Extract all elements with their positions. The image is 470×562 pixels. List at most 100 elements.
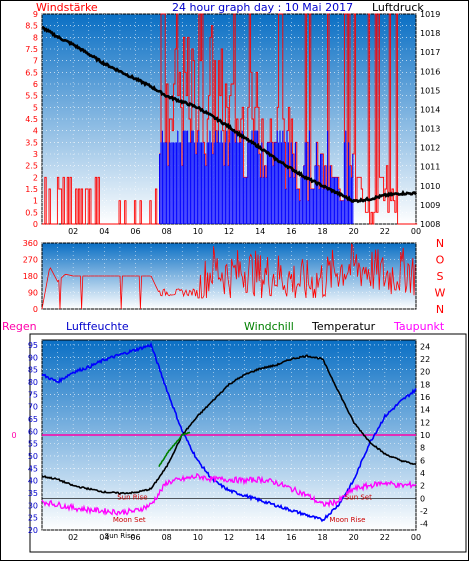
x-tick-label: 20 bbox=[349, 533, 359, 542]
y-right-tick: 1008 bbox=[420, 220, 440, 229]
temp-tick: 2 bbox=[420, 482, 425, 491]
y-right-tick: 1014 bbox=[420, 105, 440, 114]
temperatur-label: Temperatur bbox=[312, 320, 376, 333]
windrichtung-series bbox=[41, 243, 416, 310]
x-tick-label: 12 bbox=[224, 227, 234, 236]
y-left-tick: 8.5 bbox=[25, 22, 38, 31]
x-tick-label: 18 bbox=[317, 533, 327, 542]
luftfeuchte-series bbox=[41, 341, 417, 523]
y-right-tick: 1016 bbox=[420, 67, 440, 76]
humidity-tick: 65 bbox=[28, 415, 38, 424]
wind-dir-tick: 0 bbox=[33, 305, 38, 314]
windstaerke-series bbox=[42, 13, 418, 225]
wind-dir-tick: 180 bbox=[23, 272, 38, 281]
x-tick-label: 16 bbox=[286, 533, 296, 542]
wind-dir-tick: 360 bbox=[23, 239, 38, 248]
x-tick-label: 16 bbox=[286, 227, 296, 236]
y-right-tick: 1018 bbox=[420, 29, 440, 38]
regen-label: Regen bbox=[2, 320, 37, 333]
taupunkt-series bbox=[41, 472, 417, 516]
x-tick-label: 22 bbox=[380, 227, 390, 236]
x-tick-label: 14 bbox=[255, 533, 265, 542]
y-left-tick: 3 bbox=[33, 150, 38, 159]
compass-label: N bbox=[436, 303, 444, 316]
x-tick-label: 20 bbox=[349, 227, 359, 236]
temp-tick: -2 bbox=[420, 507, 428, 516]
sun-moon-annotation: Moon Rise bbox=[329, 516, 365, 524]
y-right-tick: 1011 bbox=[420, 163, 440, 172]
x-tick-label: 10 bbox=[193, 227, 203, 236]
wind-dir-tick: 90 bbox=[28, 289, 38, 298]
y-left-tick: 6.5 bbox=[25, 68, 38, 77]
regen-zero-label: 0 bbox=[11, 431, 16, 440]
temp-tick: 8 bbox=[420, 444, 425, 453]
y-right-tick: 1015 bbox=[420, 86, 440, 95]
compass-label: O bbox=[436, 254, 445, 267]
taupunkt-label: Taupunkt bbox=[394, 320, 445, 333]
x-tick-label: 02 bbox=[68, 533, 78, 542]
y-right-tick: 1017 bbox=[420, 48, 440, 57]
y-left-tick: 5.5 bbox=[25, 92, 38, 101]
x-tick-label: 00 bbox=[411, 533, 421, 542]
y-left-tick: 9 bbox=[33, 10, 38, 19]
windchill-label: Windchill bbox=[244, 320, 294, 333]
x-tick-label: 08 bbox=[162, 227, 172, 236]
y-right-tick: 1019 bbox=[420, 10, 440, 19]
y-left-tick: 6 bbox=[33, 80, 38, 89]
humidity-tick: 60 bbox=[28, 427, 38, 436]
x-tick-label: 22 bbox=[380, 533, 390, 542]
x-tick-label: 04 bbox=[99, 227, 109, 236]
y-right-tick: 1013 bbox=[420, 125, 440, 134]
y-left-tick: 0 bbox=[33, 220, 38, 229]
temperatur-series bbox=[41, 354, 417, 495]
x-tick-label: 04 bbox=[99, 533, 109, 542]
x-tick-label: 08 bbox=[162, 533, 172, 542]
windstaerke-label: Windstärke bbox=[36, 1, 98, 14]
humidity-tick: 40 bbox=[28, 477, 38, 486]
temp-tick: 6 bbox=[420, 456, 425, 465]
y-left-tick: 4.5 bbox=[25, 115, 38, 124]
x-tick-label: 00 bbox=[411, 227, 421, 236]
y-left-tick: 0.5 bbox=[25, 208, 38, 217]
y-left-tick: 3.5 bbox=[25, 138, 38, 147]
temp-tick: 18 bbox=[420, 380, 430, 389]
sun-moon-annotation: Sun Set bbox=[345, 493, 372, 501]
compass-label: W bbox=[435, 287, 446, 300]
compass-label: N bbox=[436, 237, 444, 250]
x-tick-label: 18 bbox=[317, 227, 327, 236]
x-tick-label: 14 bbox=[255, 227, 265, 236]
temp-tick: -4 bbox=[420, 520, 428, 529]
compass-label: S bbox=[437, 270, 444, 283]
temp-tick: 22 bbox=[420, 355, 430, 364]
x-tick-label: 12 bbox=[224, 533, 234, 542]
y-left-tick: 1.5 bbox=[25, 185, 38, 194]
temp-tick: 20 bbox=[420, 368, 430, 377]
y-left-tick: 4 bbox=[33, 127, 38, 136]
y-right-tick: 1010 bbox=[420, 182, 440, 191]
humidity-tick: 85 bbox=[28, 366, 38, 375]
humidity-tick: 80 bbox=[28, 378, 38, 387]
y-right-tick: 1009 bbox=[420, 201, 440, 210]
humidity-tick: 70 bbox=[28, 403, 38, 412]
humidity-tick: 95 bbox=[28, 341, 38, 350]
temp-tick: 16 bbox=[420, 393, 430, 402]
humidity-tick: 20 bbox=[28, 526, 38, 535]
x-tick-label: 06 bbox=[130, 533, 140, 542]
windchill-series bbox=[158, 431, 191, 468]
x-tick-label: 02 bbox=[68, 227, 78, 236]
sun-moon-annotation: Sun Rise bbox=[105, 532, 135, 540]
x-tick-label: 10 bbox=[193, 533, 203, 542]
temp-tick: 10 bbox=[420, 431, 430, 440]
lower-frame bbox=[29, 333, 467, 553]
temp-tick: 0 bbox=[420, 494, 425, 503]
y-left-tick: 7 bbox=[33, 57, 38, 66]
y-left-tick: 2.5 bbox=[25, 162, 38, 171]
y-left-tick: 5 bbox=[33, 103, 38, 112]
humidity-tick: 35 bbox=[28, 489, 38, 498]
humidity-tick: 50 bbox=[28, 452, 38, 461]
temp-tick: 24 bbox=[420, 342, 430, 351]
luftfeuchte-label: Luftfeuchte bbox=[66, 320, 129, 333]
humidity-tick: 75 bbox=[28, 390, 38, 399]
